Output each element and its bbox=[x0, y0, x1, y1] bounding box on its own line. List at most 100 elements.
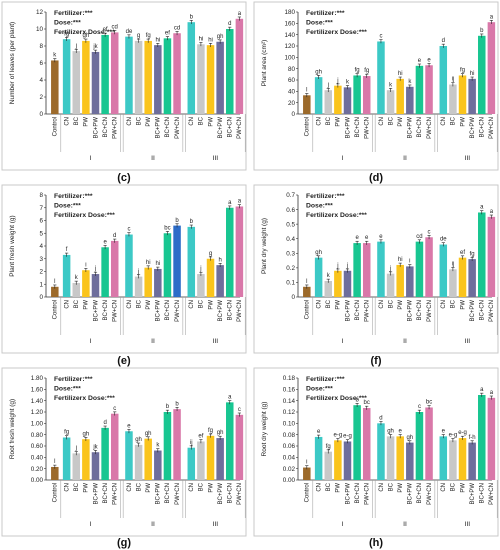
significance-letter: g bbox=[137, 33, 140, 39]
group-label: I bbox=[90, 338, 92, 345]
significance-letter: i bbox=[306, 460, 307, 466]
group-label: III bbox=[464, 155, 470, 162]
category-label: BC+CN bbox=[355, 300, 361, 321]
annotation-line: Fertilizerx Dose:*** bbox=[306, 212, 367, 219]
y-tick-label: 160 bbox=[284, 21, 295, 28]
bar bbox=[314, 436, 323, 480]
bar bbox=[62, 437, 71, 480]
bar bbox=[154, 45, 162, 114]
bar bbox=[396, 436, 404, 480]
significance-letter: c bbox=[127, 227, 130, 233]
category-label: BC bbox=[451, 116, 457, 125]
group-label: I bbox=[90, 521, 92, 528]
significance-letter: hi bbox=[155, 37, 160, 43]
y-tick-label: 0.14 bbox=[283, 398, 296, 405]
bar bbox=[377, 241, 385, 297]
y-tick-label: 3 bbox=[39, 256, 43, 263]
bar bbox=[144, 267, 152, 297]
bar bbox=[415, 241, 424, 297]
bar bbox=[144, 40, 152, 114]
group-label: III bbox=[212, 521, 218, 528]
category-label: BC bbox=[388, 482, 394, 491]
group-label: III bbox=[212, 338, 218, 345]
group-label: I bbox=[342, 155, 344, 162]
annotation-line: Dose:*** bbox=[54, 203, 81, 210]
bar bbox=[439, 244, 448, 297]
y-tick-label: 0.06 bbox=[283, 443, 296, 450]
significance-letter: ij bbox=[452, 261, 455, 267]
bar bbox=[101, 34, 109, 115]
bar bbox=[226, 402, 234, 480]
category-label: BC+PW bbox=[408, 300, 414, 322]
category-label: CN bbox=[189, 300, 195, 309]
y-tick-label: 140 bbox=[284, 32, 295, 39]
significance-letter: c bbox=[418, 404, 421, 410]
y-tick-label: 0.4 bbox=[286, 236, 295, 243]
category-label: BC bbox=[451, 482, 457, 491]
y-tick-label: 1.40 bbox=[31, 398, 44, 405]
category-label: BC bbox=[199, 299, 205, 308]
significance-letter: e bbox=[399, 429, 403, 435]
bar bbox=[163, 233, 172, 297]
group-label: II bbox=[403, 521, 407, 528]
bar bbox=[110, 413, 119, 480]
y-tick-label: 8 bbox=[39, 192, 43, 199]
y-tick-label: 0.16 bbox=[283, 387, 296, 394]
y-tick-label: 40 bbox=[288, 89, 296, 96]
group-label: II bbox=[403, 155, 407, 162]
bar bbox=[154, 268, 162, 297]
y-tick-label: 10 bbox=[36, 26, 44, 33]
significance-letter: bc bbox=[426, 400, 432, 406]
category-label: CN bbox=[379, 117, 385, 126]
bar bbox=[353, 405, 361, 480]
category-label: BC bbox=[136, 299, 142, 308]
category-label: BC+CN bbox=[165, 300, 171, 321]
category-label: BC bbox=[388, 299, 394, 308]
significance-letter: a bbox=[228, 395, 232, 401]
significance-letter: gh bbox=[315, 69, 322, 75]
group-label: I bbox=[90, 155, 92, 162]
category-label: PW bbox=[146, 117, 152, 127]
category-label: PW bbox=[208, 117, 214, 127]
category-label: BC bbox=[451, 299, 457, 308]
category-label: PW+CN bbox=[175, 300, 181, 322]
significance-letter: d bbox=[113, 233, 116, 239]
bar bbox=[235, 18, 244, 114]
category-label: CN bbox=[316, 117, 322, 126]
significance-letter: hi bbox=[146, 260, 151, 266]
category-label: PW+CN bbox=[427, 483, 433, 505]
annotation-line: Fertilizerx Dose:*** bbox=[306, 29, 367, 36]
y-tick-label: 100 bbox=[284, 55, 295, 62]
category-label: CN bbox=[441, 483, 447, 492]
bar bbox=[206, 435, 215, 480]
y-tick-label: 0.18 bbox=[283, 375, 296, 382]
annotation-line: Dose:*** bbox=[54, 20, 81, 27]
significance-letter: a bbox=[480, 205, 484, 211]
category-label: CN bbox=[379, 483, 385, 492]
significance-letter: f-h bbox=[469, 435, 476, 441]
significance-letter: j bbox=[336, 263, 338, 269]
significance-letter: a bbox=[490, 390, 494, 396]
bar bbox=[343, 441, 352, 480]
bar bbox=[226, 29, 234, 114]
significance-letter: k bbox=[75, 275, 79, 281]
significance-letter: hi bbox=[470, 71, 475, 77]
bar bbox=[343, 270, 352, 297]
category-label: PW+CN bbox=[175, 117, 181, 139]
category-label: PW+CN bbox=[365, 117, 371, 139]
bar bbox=[82, 40, 90, 114]
category-label: BC+PW bbox=[470, 300, 476, 322]
significance-letter: b bbox=[480, 28, 484, 34]
significance-letter: ef bbox=[165, 31, 170, 37]
y-tick-label: 0.60 bbox=[31, 443, 44, 450]
category-label: PW bbox=[460, 483, 466, 493]
panel-label: (f) bbox=[371, 355, 382, 367]
significance-letter: b bbox=[190, 219, 194, 225]
bar bbox=[163, 412, 172, 480]
annotation-line: Fertilizerx Dose:*** bbox=[54, 395, 115, 402]
y-tick-label: 0 bbox=[291, 111, 295, 118]
category-label: BC+PW bbox=[93, 300, 99, 322]
bar bbox=[163, 38, 172, 114]
annotation-line: Fertilizer:*** bbox=[54, 376, 93, 383]
significance-letter: gh bbox=[315, 250, 322, 256]
